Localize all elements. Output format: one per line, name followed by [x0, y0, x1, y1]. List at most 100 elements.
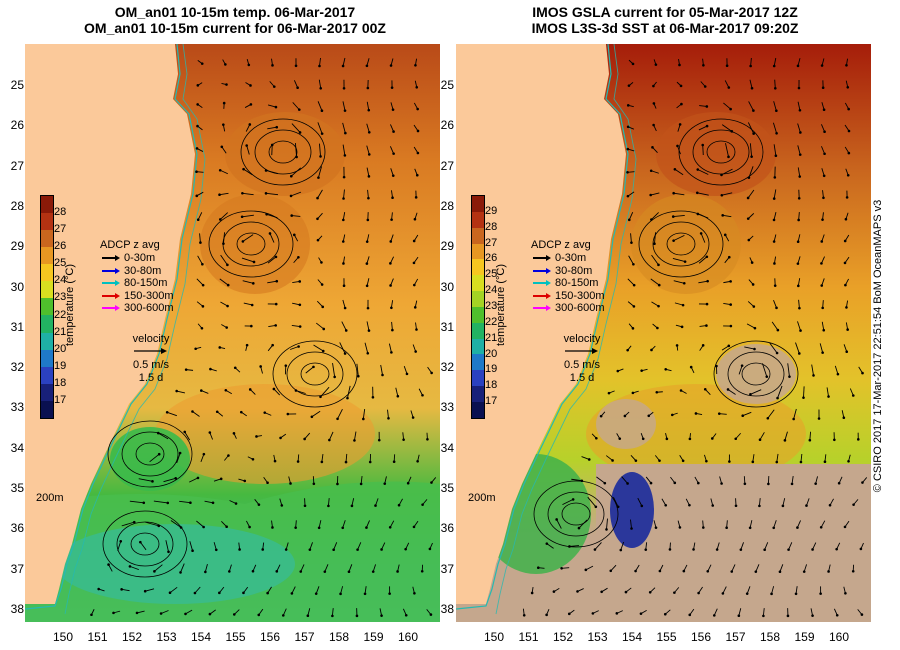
- longitude-tick-label: 151: [518, 630, 539, 644]
- current-arrow: [391, 321, 393, 331]
- current-arrow: [145, 521, 159, 527]
- current-arrow-head: [298, 303, 302, 307]
- current-arrow-head: [727, 344, 731, 348]
- current-arrow-head: [797, 196, 801, 200]
- current-arrow: [220, 169, 228, 175]
- current-arrow-head: [630, 241, 633, 244]
- current-arrow: [380, 364, 383, 376]
- current-arrow-head: [392, 130, 395, 133]
- current-arrow-head: [600, 590, 603, 594]
- current-arrow-head: [615, 612, 619, 615]
- current-arrow-head: [746, 217, 750, 220]
- current-arrow-head: [545, 613, 548, 617]
- current-arrow: [797, 321, 801, 331]
- current-arrow-head: [218, 218, 222, 221]
- adcp-row-label: 0-30m: [124, 252, 156, 265]
- current-arrow: [562, 499, 574, 505]
- current-arrow-head: [248, 388, 252, 391]
- eddy-streamline: [208, 210, 294, 278]
- current-arrow-head: [175, 389, 178, 393]
- colorbar-segment: [41, 383, 53, 401]
- current-arrow-head: [650, 348, 653, 352]
- current-arrow-head: [773, 262, 776, 265]
- current-arrow-head: [183, 430, 187, 434]
- current-arrow: [304, 432, 311, 440]
- current-arrow-head: [303, 437, 306, 441]
- current-arrow-head: [678, 123, 682, 126]
- current-arrow-head: [319, 155, 322, 158]
- current-arrow-head: [350, 504, 354, 508]
- right-map-canvas: [456, 44, 871, 622]
- current-arrow-head: [211, 501, 215, 505]
- velocity-arrow-icon: [565, 348, 598, 354]
- left-colorbar: [40, 195, 54, 419]
- adcp-legend-row: 30-80m: [531, 265, 641, 278]
- current-arrow-head: [298, 325, 302, 328]
- current-arrow-head: [688, 613, 692, 617]
- current-arrow: [809, 431, 812, 441]
- current-arrow: [356, 363, 359, 377]
- current-arrow: [305, 366, 314, 374]
- current-arrow-head: [128, 565, 132, 568]
- current-arrow-head: [652, 102, 656, 105]
- current-arrow-head: [673, 591, 676, 594]
- current-arrow: [345, 453, 348, 463]
- current-arrow-head: [195, 194, 199, 198]
- current-arrow-head: [576, 590, 579, 593]
- current-arrow: [319, 57, 321, 67]
- adcp-row-label: 80-150m: [124, 277, 168, 290]
- current-arrow-head: [279, 436, 282, 440]
- latitude-tick-label: 38: [440, 601, 454, 616]
- current-arrow-head: [365, 284, 369, 288]
- current-arrow-head: [819, 592, 822, 595]
- current-arrow-head: [343, 352, 347, 355]
- current-arrow-head: [631, 327, 635, 330]
- current-arrow-head: [316, 217, 319, 221]
- colorbar-tick-label: 28: [485, 220, 498, 233]
- current-arrow-head: [365, 64, 369, 68]
- colorbar-segment: [41, 196, 53, 214]
- current-arrow: [784, 431, 788, 441]
- current-arrow-head: [120, 588, 123, 591]
- current-arrow-head: [289, 194, 293, 198]
- current-arrow: [317, 189, 323, 199]
- eddy-streamline: [741, 362, 771, 386]
- velocity-label: velocity: [563, 333, 601, 345]
- current-arrow-head: [616, 369, 620, 373]
- current-arrow-head: [319, 395, 322, 399]
- cloud-mask: [596, 399, 656, 449]
- current-arrow: [740, 542, 744, 550]
- colorbar-tick-label: 24: [485, 284, 498, 297]
- current-arrow-head: [654, 526, 658, 529]
- current-arrow-head: [344, 131, 347, 135]
- current-arrow: [316, 300, 324, 308]
- current-arrow-head: [812, 374, 815, 377]
- current-arrow-head: [821, 86, 825, 89]
- velocity-duration: 1.5 d: [138, 372, 164, 384]
- current-arrow: [327, 498, 330, 506]
- current-arrow: [342, 520, 346, 528]
- adcp-legend-row: 150-300m: [531, 290, 641, 303]
- current-arrow: [637, 497, 643, 507]
- latitude-tick-label: 31: [10, 319, 24, 334]
- current-arrow: [290, 346, 299, 350]
- current-arrow-head: [320, 109, 324, 113]
- current-arrow-head: [347, 570, 351, 574]
- longitude-tick-label: 159: [363, 630, 384, 644]
- current-arrow: [795, 342, 800, 354]
- current-arrow-head: [847, 459, 850, 463]
- current-arrow-head: [814, 482, 817, 485]
- colorbar-tick-label: 21: [485, 331, 498, 344]
- current-arrow-head: [397, 503, 401, 507]
- current-arrow-head: [178, 451, 182, 455]
- current-arrow-head: [319, 86, 323, 90]
- velocity-duration: 1.5 d: [569, 372, 595, 384]
- current-arrow-head: [402, 438, 405, 441]
- current-arrow-head: [632, 305, 636, 308]
- current-arrow: [793, 408, 797, 420]
- current-arrow-head: [153, 570, 156, 573]
- current-arrow-head: [720, 482, 723, 485]
- current-arrow-head: [799, 329, 802, 332]
- current-arrow: [755, 564, 760, 572]
- adcp-title: ADCP z avg: [531, 239, 591, 251]
